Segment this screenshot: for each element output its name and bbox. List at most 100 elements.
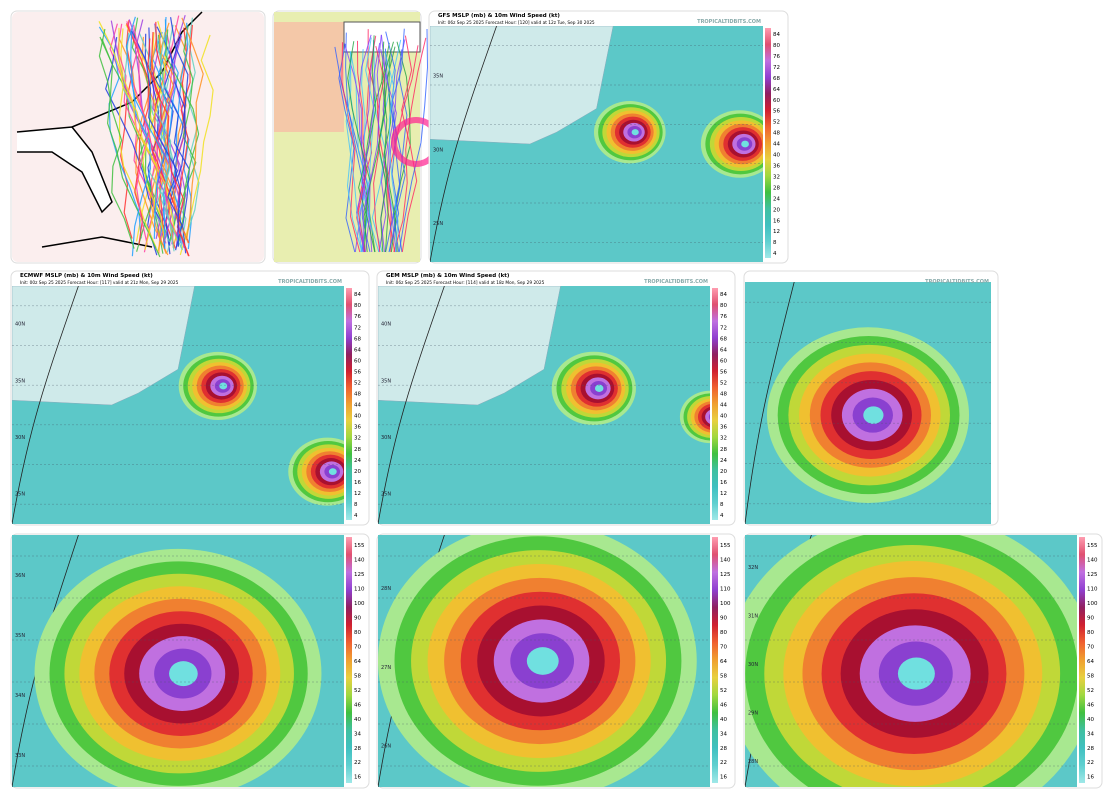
- colorbar-label: 16: [720, 480, 727, 486]
- watermark: TROPICALTIDBITS.COM: [925, 279, 989, 285]
- colorbar-label: 34: [720, 731, 727, 737]
- colorbar-label: 80: [354, 303, 361, 309]
- colorbar-label: 32: [773, 174, 780, 180]
- colorbar-label: 90: [720, 616, 727, 622]
- image-tile[interactable]: 28N 27N 26N 155 140 125 110 100 90 80 70 64 58 52 46 40…: [376, 522, 736, 799]
- image-tile[interactable]: [10, 10, 266, 264]
- panel-title: GFS MSLP (mb) & 10m Wind Speed (kt): [438, 13, 560, 19]
- track: [110, 20, 174, 240]
- coastline: [745, 282, 795, 524]
- lat-label: 30N: [433, 147, 443, 153]
- image-tile[interactable]: 36N 35N 34N 33N 155 140 125 110 100 90 80 70 64 58 52 4…: [10, 533, 370, 798]
- land-region: [378, 286, 561, 406]
- colorbar-label: 155: [354, 543, 365, 549]
- colorbar-label: 12: [354, 491, 361, 497]
- coastline: [378, 286, 445, 524]
- lat-label: 35N: [15, 378, 25, 384]
- colorbar-label: 64: [773, 87, 780, 93]
- image-tile[interactable]: TROPICALTIDBITS.COM: [743, 270, 999, 526]
- watermark: TROPICALTIDBITS.COM: [644, 279, 708, 285]
- colorbar-label: 12: [773, 229, 780, 235]
- colorbar-label: 58: [354, 673, 361, 679]
- colorbar-label: 46: [354, 702, 361, 708]
- wind-ring: [897, 657, 935, 690]
- colorbar-label: 44: [720, 403, 727, 409]
- track: [345, 51, 363, 253]
- colorbar-label: 32: [720, 436, 727, 442]
- wind-ring: [169, 661, 198, 687]
- colorbar-label: 100: [1087, 601, 1098, 607]
- colorbar-label: 8: [720, 502, 724, 508]
- colorbar-label: 80: [773, 43, 780, 49]
- colorbar-label: 40: [773, 153, 780, 159]
- track: [380, 49, 397, 253]
- lat-label: 35N: [15, 633, 25, 639]
- colorbar-label: 155: [720, 543, 731, 549]
- lat-label: 32N: [748, 565, 758, 571]
- track: [356, 35, 377, 253]
- colorbar-label: 28: [720, 746, 727, 752]
- track: [105, 37, 166, 250]
- lat-label: 31N: [748, 613, 758, 619]
- colorbar-label: 8: [354, 502, 358, 508]
- track: [181, 17, 204, 240]
- track: [156, 32, 183, 251]
- track: [385, 31, 406, 253]
- lat-label: 34N: [15, 693, 25, 699]
- lat-label: 35N: [433, 74, 443, 80]
- wind-ring: [708, 413, 710, 421]
- lat-label: 40N: [381, 322, 391, 328]
- track: [168, 25, 197, 243]
- colorbar: [346, 537, 352, 783]
- colorbar-label: 4: [354, 513, 358, 519]
- wind-ring: [219, 382, 228, 390]
- track: [159, 22, 189, 244]
- lat-label: 27N: [381, 665, 391, 671]
- track: [345, 32, 371, 253]
- colorbar-label: 155: [1087, 543, 1098, 549]
- colorbar-label: 56: [773, 109, 780, 115]
- track: [361, 42, 381, 253]
- track: [99, 36, 155, 252]
- wind-ring: [705, 409, 710, 424]
- track: [118, 27, 158, 250]
- colorbar-label: 4: [720, 513, 724, 519]
- coastline: [430, 26, 497, 262]
- colorbar-label: 110: [354, 587, 365, 593]
- colorbar-label: 56: [720, 369, 727, 375]
- colorbar-label: 110: [720, 587, 731, 593]
- panel-subtitle: Init: 06z Sep 25 2025 Forecast Hour: [12…: [438, 20, 595, 26]
- track: [378, 41, 394, 253]
- coastline: [16, 126, 113, 214]
- track: [120, 20, 133, 239]
- colorbar-label: 4: [773, 251, 777, 257]
- colorbar-label: 72: [720, 325, 727, 331]
- map: [378, 286, 710, 524]
- land-region: [12, 286, 195, 406]
- track: [355, 34, 372, 253]
- colorbar-label: 24: [773, 196, 780, 202]
- image-tile[interactable]: [272, 10, 441, 264]
- image-tile[interactable]: 32N 31N 30N 29N 28N 155 140 125 110 100 90 80 70 64 58…: [726, 513, 1103, 800]
- colorbar-label: 22: [720, 760, 727, 766]
- image-tile[interactable]: GFS MSLP (mb) & 10m Wind Speed (kt)Init:…: [428, 10, 789, 264]
- colorbar: [765, 28, 771, 258]
- colorbar-label: 64: [354, 659, 361, 665]
- colorbar-label: 68: [773, 76, 780, 82]
- map: [745, 535, 1077, 787]
- colorbar-label: 48: [720, 392, 727, 398]
- track: [125, 16, 165, 239]
- panel-subtitle: Init: 00z Sep 25 2025 Forecast Hour: [11…: [20, 280, 179, 286]
- image-tile[interactable]: ECMWF MSLP (mb) & 10m Wind Speed (kt)Ini…: [10, 270, 370, 526]
- colorbar-label: 46: [1087, 702, 1094, 708]
- track: [131, 30, 183, 251]
- island: [41, 236, 153, 248]
- colorbar-label: 16: [1087, 775, 1094, 781]
- track: [165, 29, 200, 246]
- colorbar-label: 48: [773, 131, 780, 137]
- colorbar-label: 64: [720, 347, 727, 353]
- image-tile[interactable]: GEM MSLP (mb) & 10m Wind Speed (kt)Init:…: [376, 270, 740, 526]
- colorbar-label: 12: [720, 491, 727, 497]
- colorbar-label: 52: [354, 381, 361, 387]
- colorbar-label: 28: [773, 185, 780, 191]
